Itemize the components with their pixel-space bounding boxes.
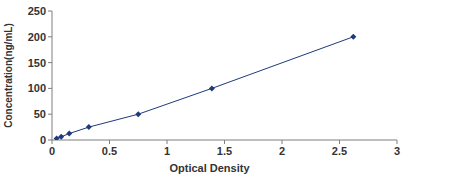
- x-tick-label: 0: [49, 145, 55, 157]
- y-tick: [48, 114, 52, 115]
- x-tick-label: 2: [279, 145, 285, 157]
- y-tick-label: 0: [40, 134, 46, 146]
- y-tick: [48, 36, 52, 37]
- x-tick-label: 3: [394, 145, 400, 157]
- y-tick-label: 150: [28, 57, 46, 69]
- x-tick: [339, 140, 340, 144]
- x-axis-title: Optical Density: [169, 162, 250, 174]
- data-line: [57, 37, 354, 139]
- chart: 0 50 100 150 200 250 0 0.5 1 1.5 2 2.5 3 Optical Dens…: [0, 0, 450, 178]
- y-tick-label: 50: [34, 108, 46, 120]
- x-tick-label: 0.5: [102, 145, 117, 157]
- x-tick: [109, 140, 110, 144]
- x-tick-label: 2.5: [332, 145, 347, 157]
- y-tick: [48, 140, 52, 141]
- y-tick: [48, 11, 52, 12]
- data-point: [86, 124, 92, 130]
- data-point: [54, 135, 60, 140]
- data-point: [66, 131, 72, 137]
- data-point: [350, 34, 356, 40]
- x-tick: [52, 140, 53, 144]
- data-point: [58, 134, 64, 140]
- x-tick: [397, 140, 398, 144]
- data-point: [209, 85, 215, 91]
- x-tick: [167, 140, 168, 144]
- chart-container: 0 50 100 150 200 250 0 0.5 1 1.5 2 2.5 3 Optical Dens…: [0, 0, 450, 178]
- y-tick-label: 200: [28, 31, 46, 43]
- x-tick-label: 1.5: [217, 145, 232, 157]
- x-tick-label: 1: [164, 145, 170, 157]
- y-tick: [48, 88, 52, 89]
- y-axis: [52, 11, 53, 140]
- y-tick-label: 100: [28, 82, 46, 94]
- x-tick: [224, 140, 225, 144]
- y-axis-title: Concentration(ng/mL): [3, 23, 14, 127]
- y-tick: [48, 62, 52, 63]
- data-point: [135, 111, 141, 117]
- plot-area: [54, 34, 357, 140]
- y-tick-label: 250: [28, 5, 46, 17]
- x-tick: [282, 140, 283, 144]
